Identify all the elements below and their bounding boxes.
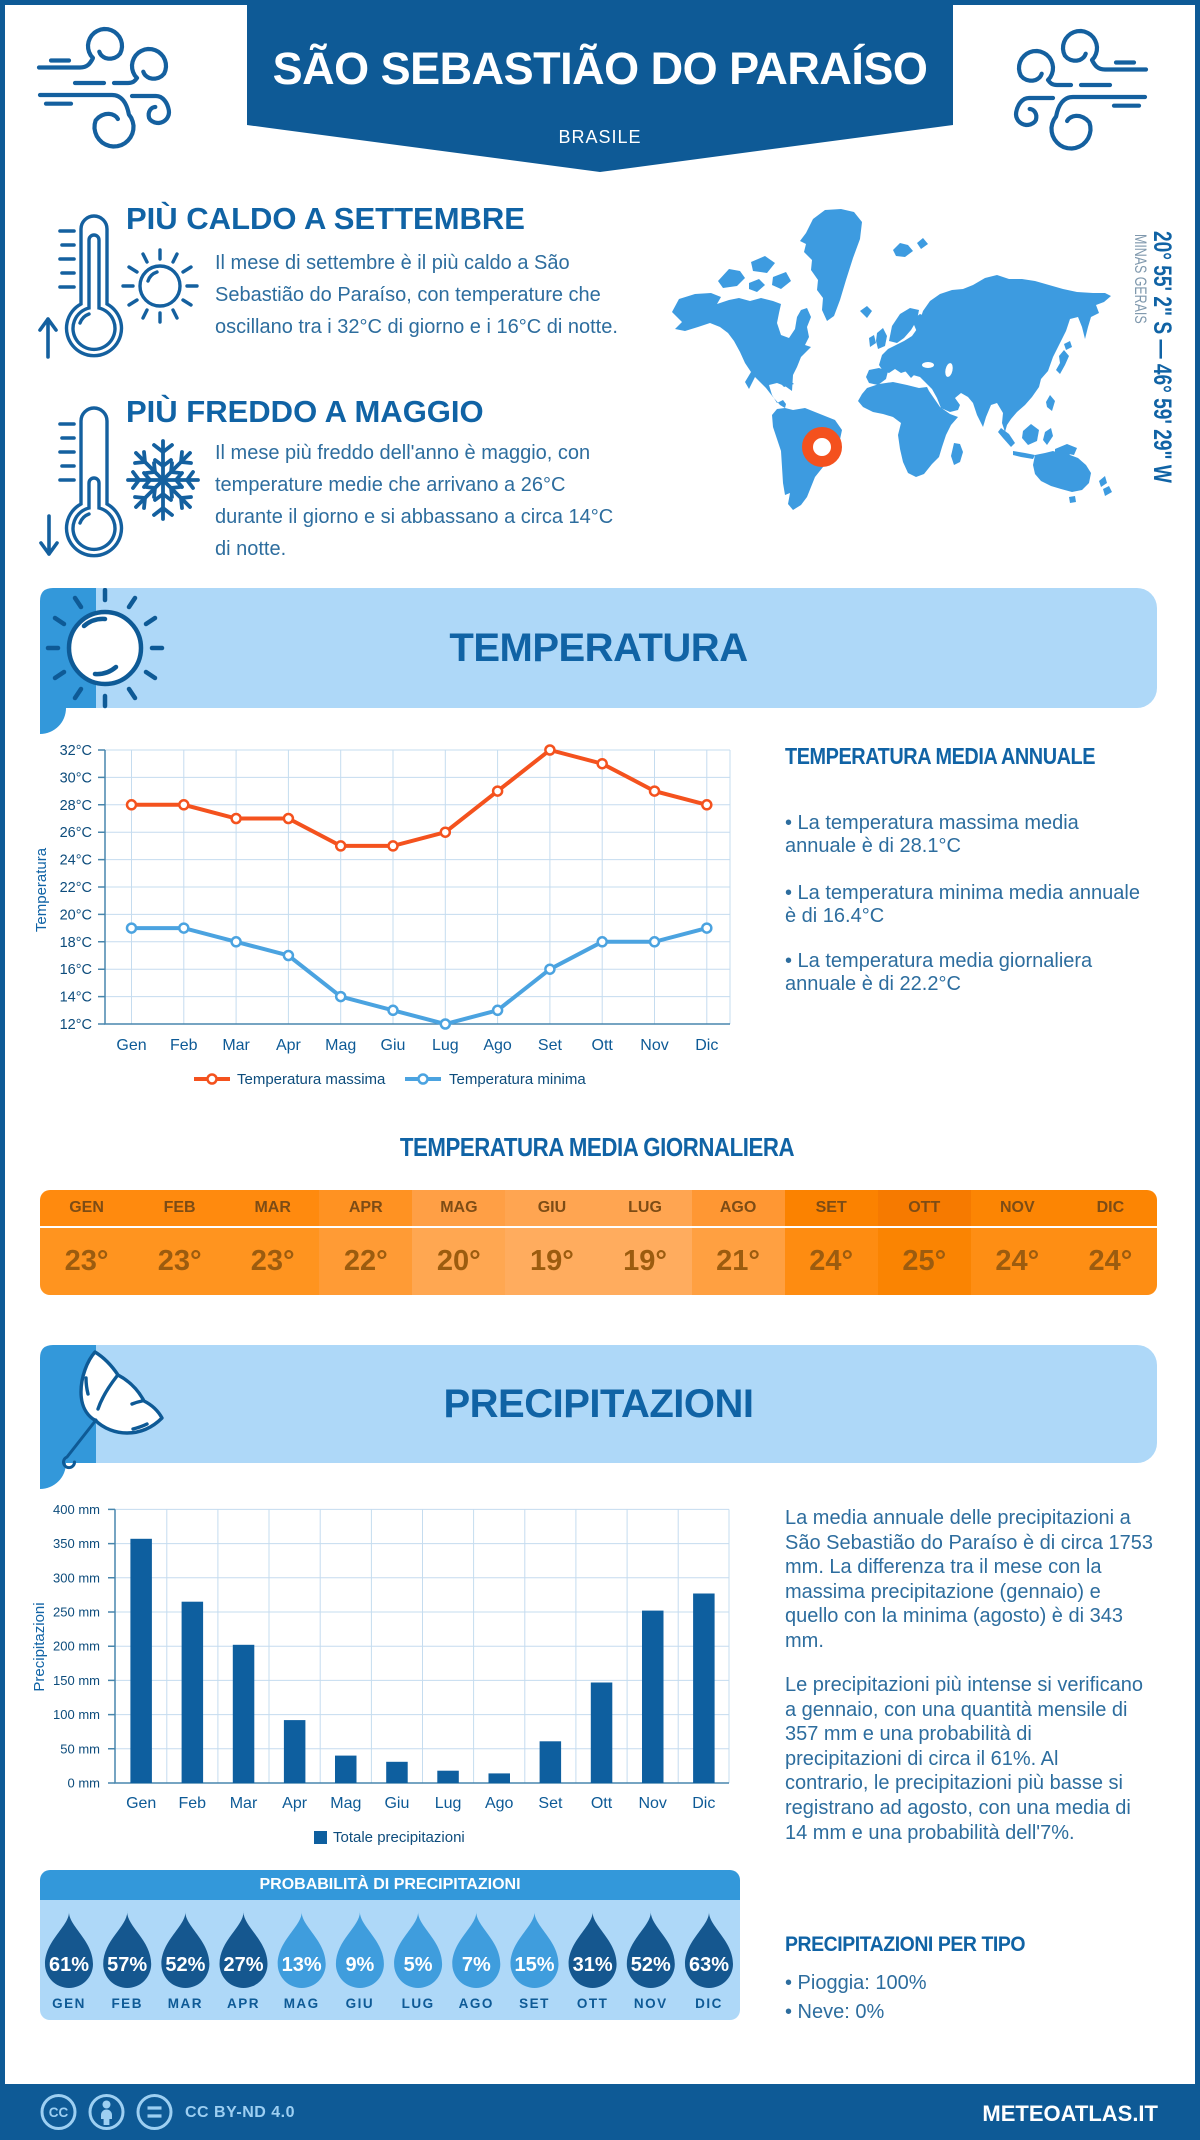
svg-text:57%: 57% — [107, 1954, 147, 1976]
svg-text:31%: 31% — [573, 1954, 613, 1976]
svg-text:OTT: OTT — [577, 1996, 609, 2011]
svg-text:28°C: 28°C — [60, 798, 92, 814]
svg-text:Giu: Giu — [384, 1795, 409, 1812]
svg-text:100 mm: 100 mm — [53, 1707, 100, 1722]
svg-text:12°C: 12°C — [60, 1017, 92, 1033]
svg-text:350 mm: 350 mm — [53, 1536, 100, 1551]
svg-text:APR: APR — [227, 1996, 260, 2011]
svg-text:20°C: 20°C — [60, 907, 92, 923]
svg-text:150 mm: 150 mm — [53, 1673, 100, 1688]
svg-text:50 mm: 50 mm — [60, 1741, 100, 1756]
svg-text:Lug: Lug — [432, 1037, 459, 1054]
svg-text:5%: 5% — [404, 1954, 433, 1976]
svg-text:Totale precipitazioni: Totale precipitazioni — [333, 1829, 465, 1846]
svg-text:SET: SET — [519, 1996, 550, 2011]
svg-text:0 mm: 0 mm — [68, 1776, 101, 1791]
svg-text:Ott: Ott — [591, 1795, 613, 1812]
svg-text:7%: 7% — [462, 1954, 491, 1976]
svg-text:27%: 27% — [223, 1954, 263, 1976]
svg-text:Gen: Gen — [116, 1037, 146, 1054]
svg-text:Ago: Ago — [483, 1037, 512, 1054]
svg-text:MAG: MAG — [284, 1996, 320, 2011]
svg-text:24°C: 24°C — [60, 853, 92, 869]
svg-text:AGO: AGO — [459, 1996, 494, 2011]
svg-text:63%: 63% — [689, 1954, 729, 1976]
svg-text:Ott: Ott — [592, 1037, 614, 1054]
svg-text:30°C: 30°C — [60, 770, 92, 786]
svg-text:13%: 13% — [282, 1954, 322, 1976]
svg-text:Mag: Mag — [330, 1795, 361, 1812]
svg-text:32°C: 32°C — [60, 743, 92, 759]
svg-text:Apr: Apr — [282, 1795, 308, 1812]
svg-text:NOV: NOV — [634, 1996, 668, 2011]
svg-text:CC: CC — [49, 2105, 69, 2120]
svg-text:Mar: Mar — [230, 1795, 258, 1812]
svg-text:52%: 52% — [165, 1954, 205, 1976]
svg-text:14°C: 14°C — [60, 990, 92, 1006]
svg-text:Ago: Ago — [485, 1795, 514, 1812]
svg-text:9%: 9% — [345, 1954, 374, 1976]
svg-text:400 mm: 400 mm — [53, 1502, 100, 1517]
svg-text:Feb: Feb — [179, 1795, 207, 1812]
svg-text:Mar: Mar — [222, 1037, 250, 1054]
svg-text:22°C: 22°C — [60, 880, 92, 896]
svg-text:Feb: Feb — [170, 1037, 198, 1054]
svg-text:Temperatura minima: Temperatura minima — [449, 1071, 586, 1088]
svg-text:GIU: GIU — [346, 1996, 375, 2011]
svg-text:Gen: Gen — [126, 1795, 156, 1812]
svg-text:DIC: DIC — [695, 1996, 723, 2011]
svg-text:Dic: Dic — [695, 1037, 718, 1054]
svg-text:Giu: Giu — [381, 1037, 406, 1054]
svg-text:52%: 52% — [631, 1954, 671, 1976]
svg-text:GEN: GEN — [52, 1996, 86, 2011]
svg-text:26°C: 26°C — [60, 825, 92, 841]
svg-text:15%: 15% — [514, 1954, 554, 1976]
svg-text:Mag: Mag — [325, 1037, 356, 1054]
svg-text:200 mm: 200 mm — [53, 1639, 100, 1654]
svg-text:18°C: 18°C — [60, 935, 92, 951]
svg-text:Apr: Apr — [276, 1037, 302, 1054]
svg-text:16°C: 16°C — [60, 962, 92, 978]
svg-text:300 mm: 300 mm — [53, 1570, 100, 1585]
svg-text:Temperatura massima: Temperatura massima — [237, 1071, 386, 1088]
svg-text:Lug: Lug — [435, 1795, 462, 1812]
svg-text:Dic: Dic — [692, 1795, 715, 1812]
svg-text:MAR: MAR — [168, 1996, 203, 2011]
svg-text:Temperatura: Temperatura — [33, 847, 50, 932]
svg-text:250 mm: 250 mm — [53, 1605, 100, 1620]
svg-text:61%: 61% — [49, 1954, 89, 1976]
svg-text:Nov: Nov — [638, 1795, 666, 1812]
svg-text:FEB: FEB — [111, 1996, 143, 2011]
svg-text:Nov: Nov — [640, 1037, 668, 1054]
svg-text:Set: Set — [538, 1795, 563, 1812]
svg-text:Precipitazioni: Precipitazioni — [31, 1602, 48, 1691]
svg-text:Set: Set — [538, 1037, 563, 1054]
svg-text:LUG: LUG — [402, 1996, 435, 2011]
